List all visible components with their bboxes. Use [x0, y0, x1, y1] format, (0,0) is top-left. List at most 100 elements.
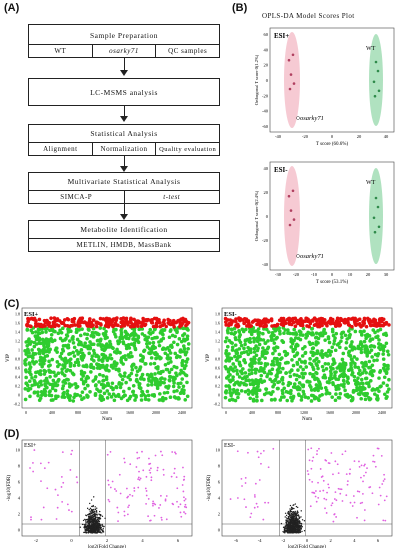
volcano-point-significant — [332, 520, 335, 523]
vip-point — [326, 380, 330, 385]
vip-point — [246, 345, 250, 350]
vip-point — [350, 398, 355, 402]
vip-point — [297, 374, 302, 379]
volcano-point-significant — [351, 505, 354, 507]
vip-point — [347, 333, 352, 338]
vip-point — [30, 348, 34, 352]
vip-point — [27, 361, 32, 365]
volcano-point-significant — [327, 462, 330, 464]
vip-point-significant — [335, 318, 339, 323]
volcano-point — [98, 529, 100, 531]
vip-point — [119, 332, 124, 337]
volcano-point-significant — [236, 497, 239, 499]
panel-label-a: (A) — [4, 2, 20, 14]
volcano-point — [90, 515, 92, 518]
vip-point — [52, 338, 57, 343]
vip-point — [354, 388, 359, 393]
volcano-point-significant — [135, 466, 138, 468]
volcano-point-significant — [319, 468, 322, 470]
vip-point — [259, 373, 264, 378]
vip-point — [317, 379, 321, 384]
vip-point-significant — [49, 324, 54, 329]
vip-point — [97, 339, 102, 343]
vip-point — [350, 357, 354, 362]
vip-point — [171, 384, 176, 389]
vip-point — [256, 346, 260, 351]
vip-point-significant — [226, 323, 231, 328]
vip-point — [264, 387, 268, 391]
vip-point — [166, 361, 171, 365]
volcano-point-significant — [340, 488, 343, 491]
x-tick-label: 400 — [49, 410, 55, 415]
volcano-point — [91, 528, 94, 531]
volcano-point — [295, 515, 297, 517]
volcano-point — [94, 508, 97, 510]
vip-point — [75, 384, 80, 389]
volcano-point — [293, 519, 295, 522]
volcano-point — [287, 512, 289, 515]
vip-point — [273, 377, 278, 382]
vip-point — [336, 383, 341, 388]
x-tick-label: 2000 — [152, 410, 160, 415]
volcano-point-significant — [127, 506, 130, 509]
volcano-point-significant — [147, 457, 150, 460]
vip-point-significant — [34, 323, 39, 327]
volcano-point-significant — [267, 466, 270, 469]
volcano-point — [98, 520, 101, 523]
multivariate-box: Multivariate Statistical Analysis SIMCA-… — [28, 172, 220, 204]
vip-point — [103, 354, 108, 359]
vip-point — [231, 387, 236, 392]
volcano-point — [294, 511, 296, 513]
vip-point — [100, 352, 104, 357]
volcano-point-significant — [322, 479, 325, 482]
volcano-point — [94, 520, 96, 522]
vip-point — [384, 341, 389, 346]
volcano-point-significant — [165, 518, 168, 521]
vip-point — [168, 344, 173, 348]
y-tick-label: -40 — [262, 262, 269, 267]
volcano-point-significant — [136, 457, 139, 460]
volcano-point — [99, 514, 102, 517]
vip-point — [109, 395, 114, 399]
vip-point — [76, 363, 81, 367]
mutant-point — [288, 87, 292, 91]
x-tick-label: 0 — [306, 538, 309, 543]
vip-point — [159, 338, 164, 342]
volcano-point-significant — [136, 451, 139, 454]
wt-point — [373, 94, 377, 98]
vip-point-significant — [361, 323, 365, 328]
vip-point — [335, 366, 340, 370]
vip-point — [255, 339, 260, 344]
vip-point — [86, 346, 91, 351]
vip-point — [60, 386, 65, 391]
vip-point-significant — [293, 324, 298, 329]
volcano-point-significant — [311, 491, 314, 494]
volcano-point — [92, 516, 94, 519]
vip-point — [308, 357, 312, 361]
vip-point — [242, 382, 247, 387]
vip-point — [178, 391, 183, 396]
vip-point — [303, 361, 307, 365]
vip-point — [342, 369, 346, 374]
y-tick-label: 8 — [18, 464, 21, 469]
volcano-point — [280, 522, 283, 525]
volcano-point-significant — [383, 499, 386, 502]
volcano-point — [87, 526, 89, 529]
vip-point — [32, 382, 37, 387]
vip-point — [267, 330, 271, 334]
vip-point — [38, 396, 43, 401]
vip-point-significant — [343, 318, 348, 323]
vip-point — [161, 369, 165, 374]
vip-point — [328, 365, 333, 369]
vip-point — [163, 347, 168, 351]
vip-point — [269, 398, 274, 402]
vip-point — [329, 373, 333, 378]
vip-point-significant — [325, 320, 330, 325]
sample-prep-title: Sample Preparation — [90, 31, 158, 40]
x-tick-label: 0 — [25, 410, 27, 415]
vip-point — [143, 333, 147, 338]
vip-point — [26, 354, 31, 359]
volcano-point-significant — [129, 493, 131, 496]
vip-point — [148, 362, 153, 366]
vip-point — [273, 397, 277, 402]
